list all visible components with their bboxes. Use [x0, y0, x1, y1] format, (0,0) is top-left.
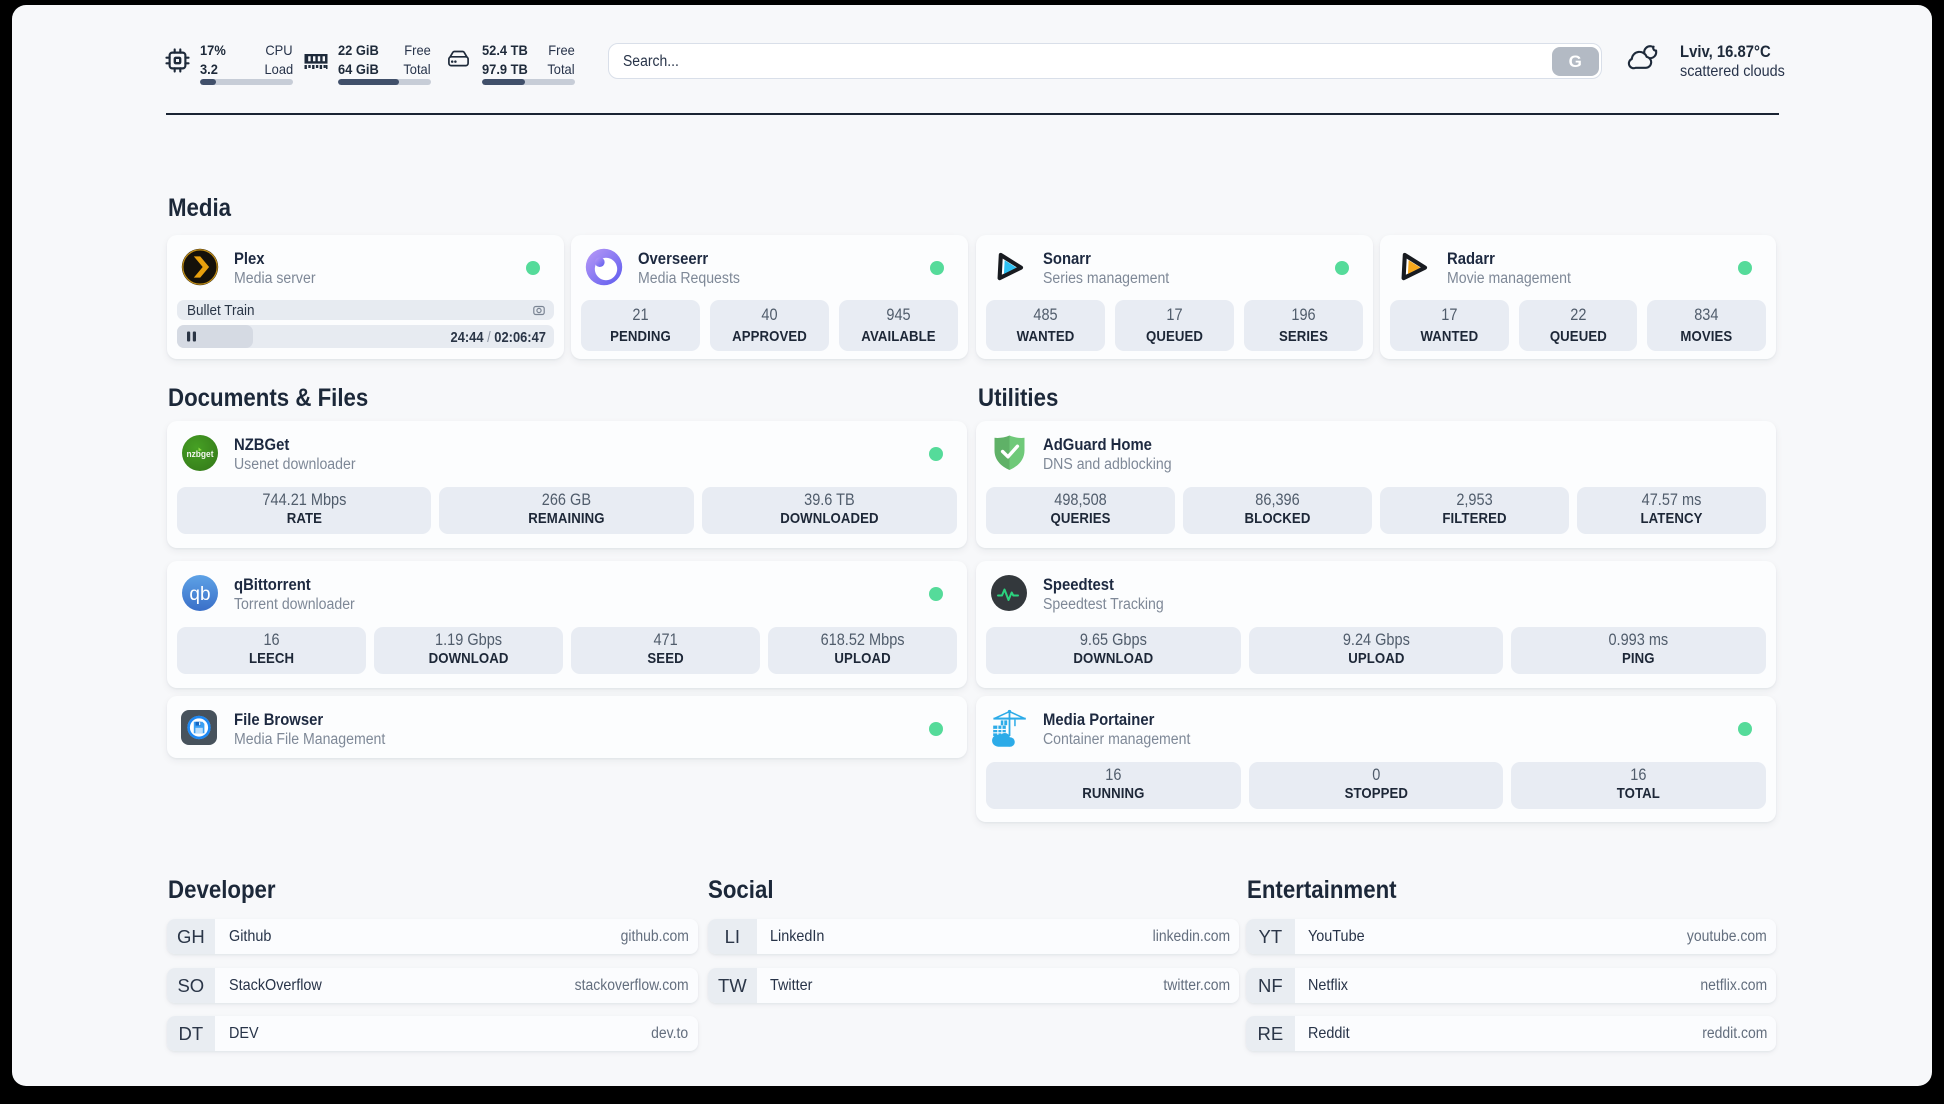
svg-text:nzbget: nzbget [186, 449, 214, 460]
svg-text:qb: qb [189, 584, 210, 605]
